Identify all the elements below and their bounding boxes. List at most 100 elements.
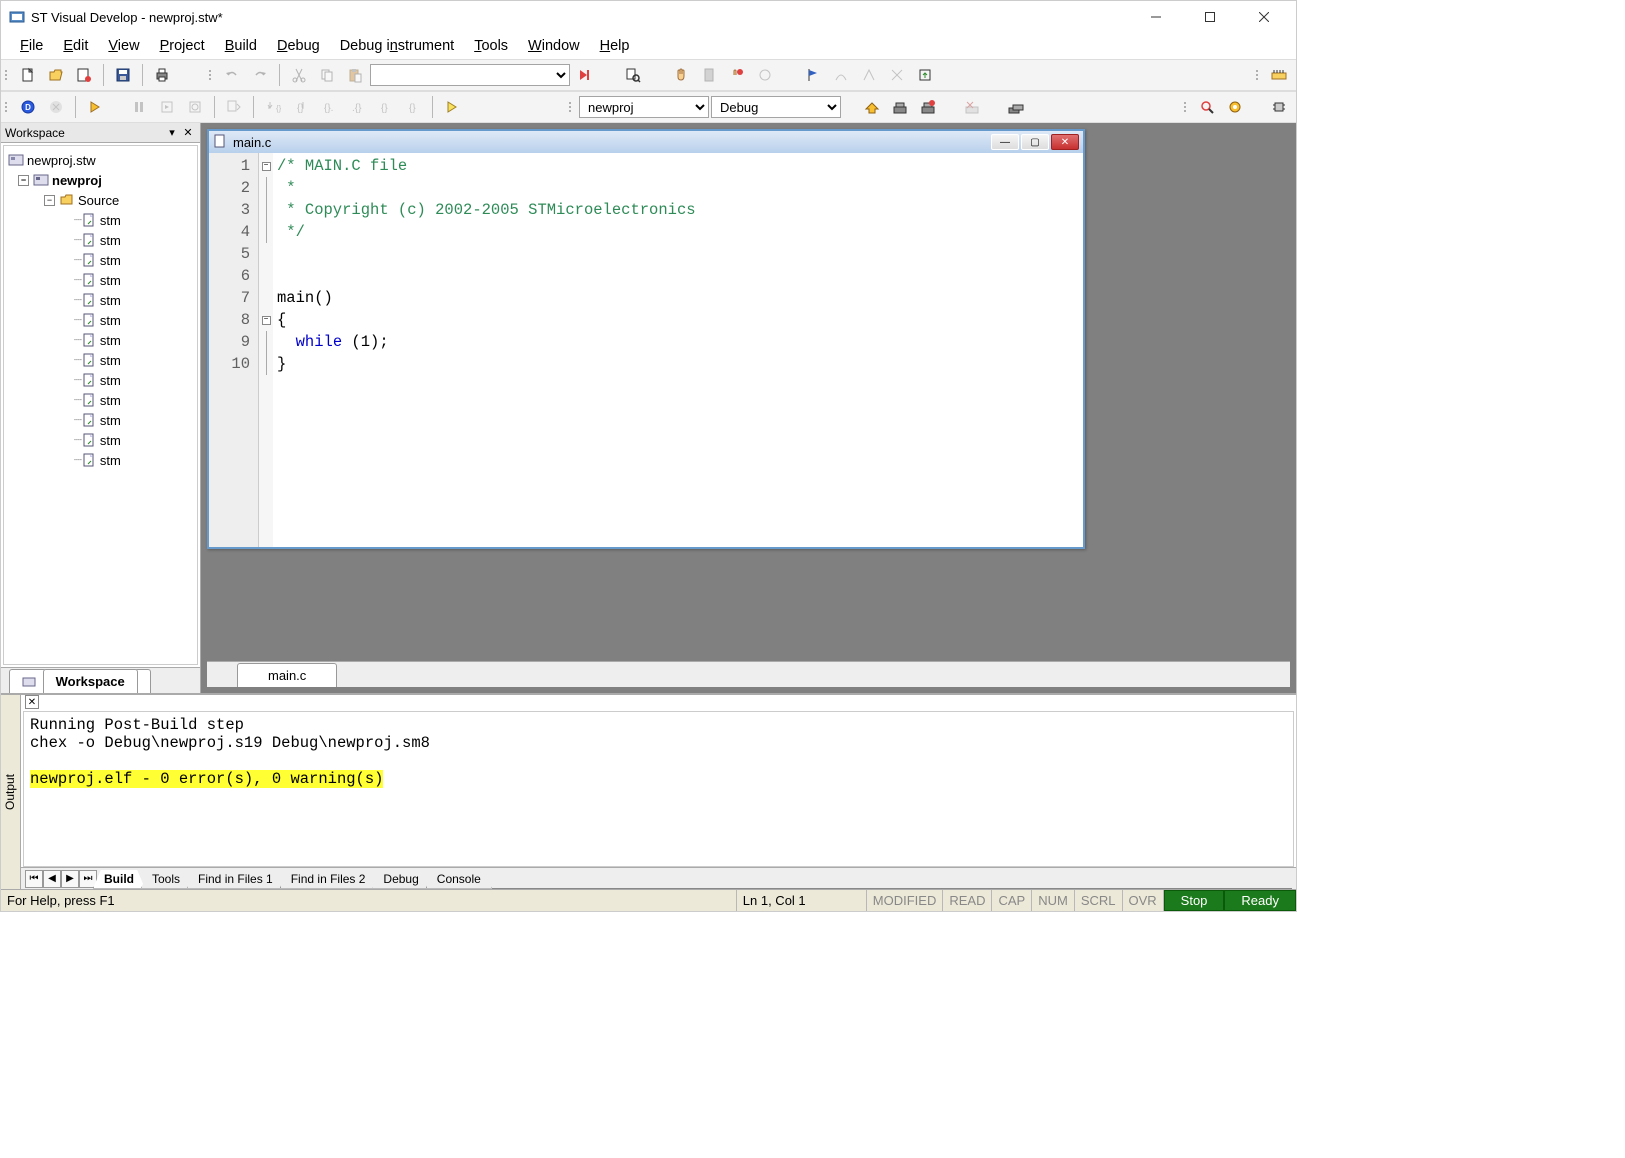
tree-file[interactable]: ┈stm xyxy=(4,310,197,330)
tree-file[interactable]: ┈stm xyxy=(4,250,197,270)
tool-c-button[interactable] xyxy=(884,62,910,88)
menu-build[interactable]: Build xyxy=(216,35,266,57)
tool-b-button[interactable] xyxy=(856,62,882,88)
refresh-button[interactable] xyxy=(912,62,938,88)
tree-file[interactable]: ┈stm xyxy=(4,330,197,350)
status-stop-button[interactable]: Stop xyxy=(1164,890,1225,911)
debug-start-button[interactable]: D xyxy=(15,94,41,120)
build-button[interactable] xyxy=(887,94,913,120)
output-tab[interactable]: Debug xyxy=(372,870,429,889)
debug-stop-button[interactable] xyxy=(43,94,69,120)
output-tab[interactable]: Find in Files 1 xyxy=(187,870,284,889)
editor-minimize-button[interactable]: — xyxy=(991,134,1019,150)
fold-column[interactable]: −− xyxy=(259,153,273,547)
step-a-button[interactable]: {} xyxy=(288,94,314,120)
step-d-button[interactable]: {} xyxy=(372,94,398,120)
tree-file[interactable]: ┈stm xyxy=(4,230,197,250)
output-close-button[interactable]: ✕ xyxy=(25,695,39,709)
tree-file[interactable]: ┈stm xyxy=(4,390,197,410)
go-button[interactable] xyxy=(82,94,108,120)
tab-last-button[interactable]: ⏭ xyxy=(79,870,97,888)
output-tab[interactable]: Build xyxy=(93,870,145,889)
step-e-button[interactable]: {} xyxy=(400,94,426,120)
run-to-button[interactable] xyxy=(154,94,180,120)
editor-maximize-button[interactable]: ▢ xyxy=(1021,134,1049,150)
bookmark-prev-button[interactable] xyxy=(752,62,778,88)
hand-button[interactable] xyxy=(668,62,694,88)
editor-tab[interactable]: main.c xyxy=(237,663,337,687)
tree-file[interactable]: ┈stm xyxy=(4,450,197,470)
new-file-button[interactable] xyxy=(15,62,41,88)
tree-file[interactable]: ┈stm xyxy=(4,350,197,370)
tab-next-button[interactable]: ▶ xyxy=(61,870,79,888)
rebuild-button[interactable] xyxy=(915,94,941,120)
project-combo[interactable]: newproj xyxy=(579,96,709,118)
compile-button[interactable] xyxy=(859,94,885,120)
menu-debug-instrument[interactable]: Debug instrument xyxy=(331,35,463,57)
redo-button[interactable] xyxy=(247,62,273,88)
tree-file[interactable]: ┈stm xyxy=(4,430,197,450)
step-b-button[interactable]: {}. xyxy=(316,94,342,120)
status-ready-button[interactable]: Ready xyxy=(1224,890,1296,911)
cut-button[interactable] xyxy=(286,62,312,88)
tree-root[interactable]: newproj.stw xyxy=(4,150,197,170)
workspace-dropdown-icon[interactable]: ▾ xyxy=(164,125,180,141)
output-tab[interactable]: Tools xyxy=(141,870,191,889)
new-text-button[interactable] xyxy=(71,62,97,88)
code-area[interactable]: /* MAIN.C file * * Copyright (c) 2002-20… xyxy=(273,153,1083,547)
save-button[interactable] xyxy=(110,62,136,88)
workspace-tree[interactable]: newproj.stw − newproj − Source ┈stm┈stm┈… xyxy=(3,145,198,665)
output-tab[interactable]: Find in Files 2 xyxy=(280,870,377,889)
menu-project[interactable]: Project xyxy=(151,35,214,57)
find-next-button[interactable] xyxy=(572,62,598,88)
expander-icon[interactable]: − xyxy=(44,195,55,206)
pause-button[interactable] xyxy=(126,94,152,120)
flag-button[interactable] xyxy=(800,62,826,88)
output-tab[interactable]: Console xyxy=(426,870,492,889)
editor-body[interactable]: 12345678910 −− /* MAIN.C file * * Copyri… xyxy=(209,153,1083,547)
device-button[interactable] xyxy=(1266,62,1292,88)
expander-icon[interactable]: − xyxy=(18,175,29,186)
copy-button[interactable] xyxy=(314,62,340,88)
tool-a-button[interactable] xyxy=(828,62,854,88)
undo-button[interactable] xyxy=(219,62,245,88)
tree-file[interactable]: ┈stm xyxy=(4,210,197,230)
restart-button[interactable] xyxy=(182,94,208,120)
tree-file[interactable]: ┈stm xyxy=(4,270,197,290)
output-body[interactable]: Running Post-Build step chex -o Debug\ne… xyxy=(23,711,1294,867)
workspace-close-icon[interactable]: ✕ xyxy=(180,125,196,141)
close-button[interactable] xyxy=(1246,3,1282,31)
open-file-button[interactable] xyxy=(43,62,69,88)
tab-prev-button[interactable]: ◀ xyxy=(43,870,61,888)
find-combo[interactable] xyxy=(370,64,570,86)
menu-window[interactable]: Window xyxy=(519,35,589,57)
maximize-button[interactable] xyxy=(1192,3,1228,31)
tree-file[interactable]: ┈stm xyxy=(4,370,197,390)
menu-view[interactable]: View xyxy=(99,35,148,57)
tree-file[interactable]: ┈stm xyxy=(4,290,197,310)
tab-first-button[interactable]: ⏮ xyxy=(25,870,43,888)
gear-button[interactable] xyxy=(1222,94,1248,120)
search-button[interactable] xyxy=(1194,94,1220,120)
bookmark-toggle-button[interactable] xyxy=(696,62,722,88)
menu-file[interactable]: File xyxy=(11,35,52,57)
print-button[interactable] xyxy=(149,62,175,88)
step-over-button[interactable]: {} xyxy=(260,94,286,120)
menu-edit[interactable]: Edit xyxy=(54,35,97,57)
menu-debug[interactable]: Debug xyxy=(268,35,329,57)
tree-folder[interactable]: − Source xyxy=(4,190,197,210)
step-into-button[interactable] xyxy=(221,94,247,120)
chip-button[interactable] xyxy=(1266,94,1292,120)
workspace-tab[interactable]: Workspace xyxy=(9,669,151,693)
menu-tools[interactable]: Tools xyxy=(465,35,517,57)
stop-build-button[interactable] xyxy=(959,94,985,120)
find-in-files-button[interactable] xyxy=(620,62,646,88)
tree-project[interactable]: − newproj xyxy=(4,170,197,190)
minimize-button[interactable] xyxy=(1138,3,1174,31)
cursor-button[interactable] xyxy=(439,94,465,120)
build-all-button[interactable] xyxy=(1003,94,1029,120)
tree-file[interactable]: ┈stm xyxy=(4,410,197,430)
config-combo[interactable]: Debug xyxy=(711,96,841,118)
bookmark-next-button[interactable] xyxy=(724,62,750,88)
paste-button[interactable] xyxy=(342,62,368,88)
